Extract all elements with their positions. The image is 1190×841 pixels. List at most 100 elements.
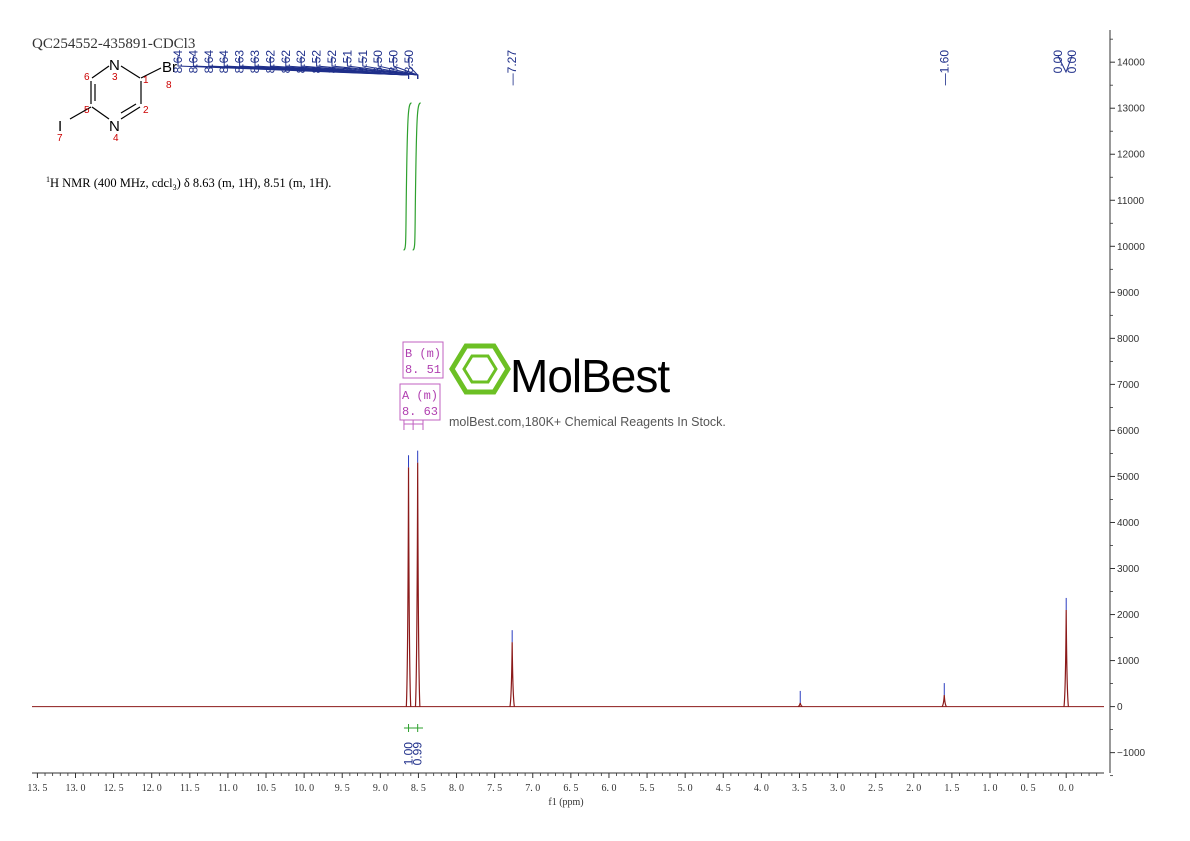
atom-number-1: 1 [143,75,149,86]
bond-c6-n3 [91,65,110,79]
x-tick-label: 10. 5 [256,783,276,794]
peak-label: 0.00 [1051,50,1065,74]
integral-curve [403,102,412,251]
nmr-description-sup: 1 [46,175,50,184]
integral-curve [412,102,421,251]
multiplet-label: B (m) [405,347,441,361]
peak-label-leader [1057,55,1073,74]
atom-number-7: 7 [57,133,63,144]
x-tick-label: 11. 5 [180,783,200,794]
spectrum-peak [414,462,421,707]
y-tick-label: 8000 [1117,334,1140,345]
x-tick-label: 10. 0 [294,783,314,794]
x-tick-label: 8. 5 [411,783,426,794]
nmr-description: 1H NMR (400 MHz, cdcl3) δ 8.63 (m, 1H), … [46,175,331,192]
atom-number-6: 6 [84,72,90,83]
x-tick-label: 3. 0 [830,783,845,794]
y-tick-label: 6000 [1117,426,1140,437]
x-tick-label: 5. 5 [640,783,655,794]
x-tick-label: 7. 5 [487,783,502,794]
watermark-brand: MolBest [510,350,670,402]
watermark-tagline: molBest.com,180K+ Chemical Reagents In S… [449,415,726,429]
y-tick-label: 12000 [1117,150,1145,161]
bond-n3-c1 [120,65,141,79]
bond-n4-c5 [91,106,110,120]
x-tick-label: 6. 5 [563,783,578,794]
atom-number-2: 2 [143,105,149,116]
x-tick-label: 2. 0 [906,783,921,794]
sample-id: QC254552-435891-CDCl3 [32,36,195,52]
x-tick-label: 13. 5 [27,783,47,794]
bond-c1-br [140,67,162,79]
spectrum-peak [797,702,803,708]
x-tick-label: 0. 5 [1021,783,1036,794]
x-tick-label: 12. 5 [104,783,124,794]
integral-values: 1.000.99 [402,724,425,765]
y-tick-label: 2000 [1117,610,1140,621]
y-axis: 1400013000120001100010000900080007000600… [1109,30,1146,777]
multiplet-label: A (m) [402,389,438,403]
molbest-logo [449,343,511,395]
y-tick-label: 13000 [1117,104,1145,115]
y-tick-label: 14000 [1117,58,1145,69]
atom-number-8: 8 [166,80,172,91]
multiplet-shift: 8. 51 [405,363,441,377]
atom-number-5: 5 [84,105,90,116]
multiplet-annotations: B (m) 8. 51 A (m) 8. 63 [399,341,444,430]
x-tick-label: 4. 0 [754,783,769,794]
x-tick-label: 12. 0 [142,783,162,794]
y-tick-label: 4000 [1117,518,1140,529]
integral-value: 1.00 [402,742,416,766]
x-tick-label: 8. 0 [449,783,464,794]
molecule-structure [69,65,162,120]
atom-number-4: 4 [113,133,119,144]
spectrum-peak [509,642,515,707]
spectrum-peak [1063,609,1069,707]
x-tick-label: 9. 5 [335,783,350,794]
peak-label-leader [300,56,410,79]
x-tick-label: 1. 5 [944,783,959,794]
integral-curves [403,102,421,251]
atom-n-bottom: N [109,118,120,135]
peak-label-group: 8.64 8.64 8.64 8.64 8.63 8.63 8.62 8.62 8.62 8.52… [171,50,1079,86]
peak-label-leader [408,56,419,79]
multiplet-shift: 8. 63 [402,405,438,419]
spectrum-peak [941,695,947,708]
peak-label: 0.00 [1065,50,1079,74]
nmr-description-main-2: ) δ 8.63 (m, 1H), 8.51 (m, 1H). [177,176,332,190]
x-tick-label: 1. 0 [982,783,997,794]
y-tick-label: 5000 [1117,472,1140,483]
y-tick-label: 7000 [1117,380,1140,391]
multiplet-box [402,341,444,379]
atom-n-top: N [109,57,120,74]
x-tick-label: 7. 0 [525,783,540,794]
atom-br: Br [162,59,177,76]
nmr-description-main-1: H NMR (400 MHz, cdcl [50,176,173,190]
x-tick-label: 2. 5 [868,783,883,794]
y-tick-label: 9000 [1117,288,1140,299]
spectrum-trace [32,450,1104,708]
x-tick-label: 5. 0 [678,783,693,794]
y-tick-label: 11000 [1117,196,1145,207]
x-axis-label: f1 (ppm) [548,797,583,808]
y-tick-label: 3000 [1117,564,1140,575]
peak-label: —1.60 [937,50,951,86]
y-tick-label: −1000 [1117,748,1146,759]
bond-c2-n4-double [120,103,137,114]
spectrum-peak [405,467,412,707]
x-tick-label: 6. 0 [601,783,616,794]
peak-label: —7.27 [505,50,519,86]
y-tick-label: 1000 [1117,656,1140,667]
bond-c2-n4 [120,106,141,120]
logo-hexagon-outer [449,343,511,395]
y-tick-label: 10000 [1117,242,1145,253]
y-tick-label: 0 [1117,702,1123,713]
x-tick-label: 3. 5 [792,783,807,794]
logo-hexagon-inner [462,354,498,384]
x-tick-label: 13. 0 [66,783,86,794]
x-axis: 13. 5 13. 0 12. 5 12. 0 11. 5 11. 0 10. 5 10. 0… [27,772,1104,794]
atom-i: I [58,118,62,135]
nmr-description-sub: 3 [173,183,177,192]
x-tick-label: 4. 5 [716,783,731,794]
integral-value: 0.99 [411,742,425,766]
